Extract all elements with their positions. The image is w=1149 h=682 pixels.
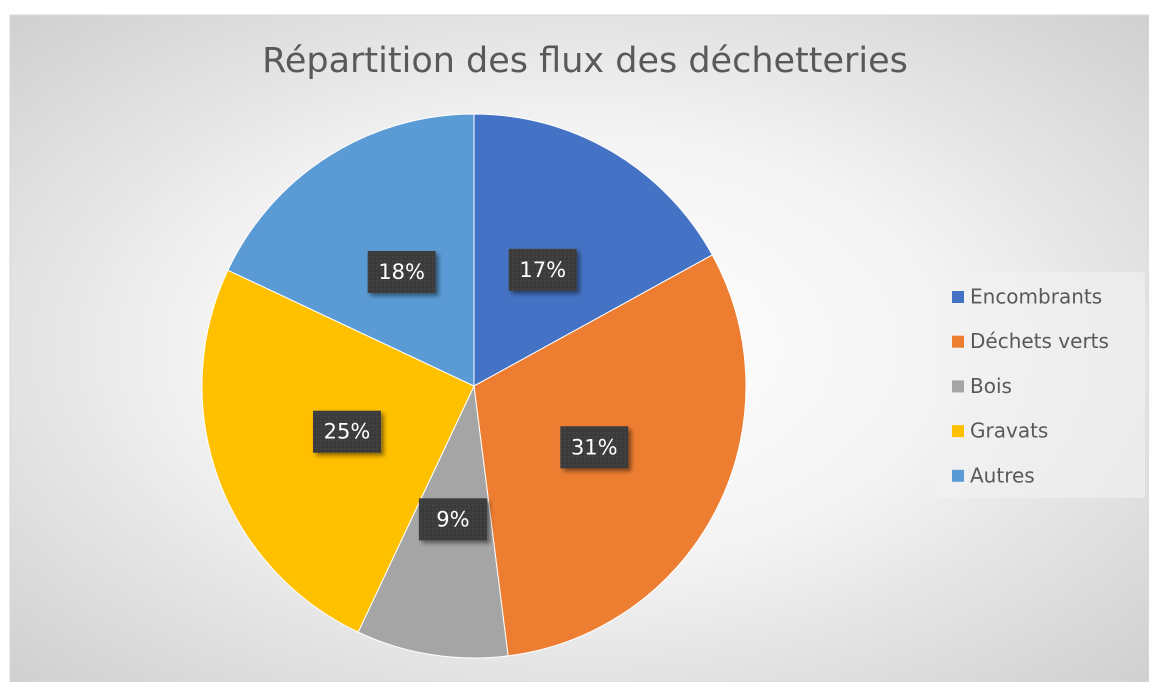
data-label-box [418, 498, 487, 541]
chart-title: Répartition des flux des déchetteries [262, 41, 908, 81]
legend-label: Autres [970, 463, 1035, 487]
legend-label: Encombrants [970, 285, 1102, 309]
data-label: 9% [436, 507, 469, 531]
data-label-box [367, 251, 436, 294]
pie-slice [227, 113, 475, 387]
legend-swatch [952, 291, 964, 303]
data-label-box [508, 248, 577, 291]
data-label: 17% [519, 258, 566, 282]
data-label: 31% [571, 435, 618, 459]
legend-box [935, 272, 1145, 498]
legend-label: Bois [970, 374, 1012, 398]
pie-slice [473, 113, 714, 387]
data-label: 18% [378, 260, 425, 284]
data-label: 25% [324, 420, 371, 444]
legend-swatch [952, 425, 964, 438]
legend-swatch [952, 469, 964, 482]
legend-swatch [952, 335, 964, 348]
legend-label: Déchets verts [970, 329, 1109, 353]
data-label-box [560, 426, 629, 469]
legend-swatch [952, 380, 964, 393]
legend-label: Gravats [970, 419, 1048, 443]
data-label-box [312, 410, 381, 453]
